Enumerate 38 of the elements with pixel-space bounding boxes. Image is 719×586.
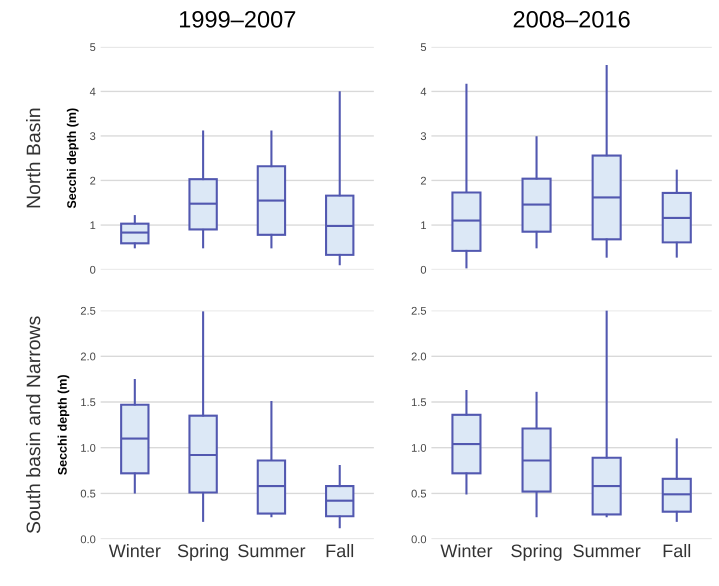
chart-title: 2008–2016	[514, 10, 630, 28]
x-tick-label: Winter	[108, 544, 161, 558]
y-tick-label: 1.0	[81, 444, 96, 452]
y-tick-label: 1.5	[81, 398, 96, 406]
y-tick-label: 0	[420, 266, 426, 274]
y-tick-label: 2.5	[80, 306, 96, 315]
x-tick-label: Fall	[664, 544, 690, 558]
y-tick-label: 1	[421, 221, 426, 230]
x-tick-label: Spring	[178, 544, 228, 561]
y-tick-label: 1	[90, 221, 96, 230]
x-tick-label: Summer	[238, 544, 306, 558]
y-tick-label: 2.0	[412, 352, 426, 360]
y-tick-label: 4	[90, 88, 96, 96]
y-tick-label: 0.0	[80, 535, 96, 544]
x-tick-label: Winter	[440, 544, 492, 558]
y-tick-label: 0	[90, 266, 96, 274]
text: South basin and Narrows	[26, 316, 40, 534]
chart-title: 1999–2007	[180, 10, 296, 28]
y-axis-title: Secchi depth (m)	[66, 108, 79, 208]
y-tick-label: 3	[90, 132, 96, 140]
x-tick-label: Summer	[573, 544, 640, 558]
y-tick-label: 0.5	[80, 490, 96, 498]
x-tick-label: Spring	[511, 544, 562, 561]
y-tick-label: 2	[90, 176, 96, 185]
y-tick-label: 5	[420, 43, 426, 52]
y-tick-label: 1.0	[412, 444, 426, 452]
y-axis-title: Secchi depth (m)	[58, 375, 70, 475]
y-tick-label: 1.5	[412, 398, 426, 406]
y-tick-label: 4	[420, 88, 426, 96]
y-tick-label: 3	[420, 132, 426, 140]
x-tick-label: Fall	[326, 544, 354, 558]
y-tick-label: 2	[420, 176, 426, 185]
text: North Basin	[26, 108, 40, 208]
y-tick-label: 2.5	[412, 306, 426, 315]
y-tick-label: 5	[90, 43, 96, 52]
y-tick-label: 2.0	[80, 352, 96, 360]
y-tick-label: 0.5	[412, 490, 426, 498]
y-tick-label: 0.0	[412, 535, 426, 544]
